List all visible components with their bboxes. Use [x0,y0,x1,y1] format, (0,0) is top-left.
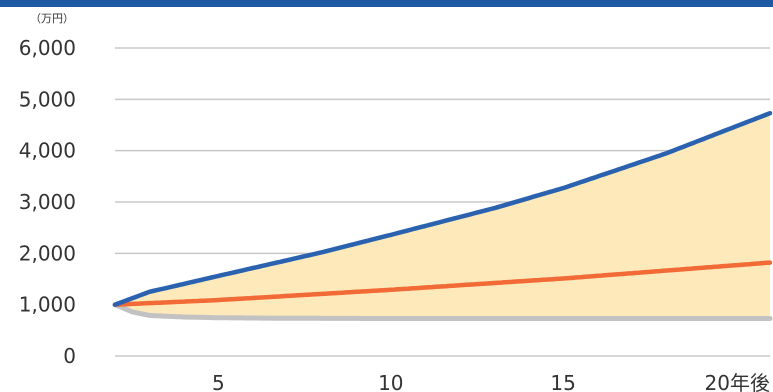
y-tick-label: 1,000 [19,293,76,317]
series-line-upper [112,110,773,307]
y-tick-label: 6,000 [19,36,76,60]
y-tick-label: 3,000 [19,190,76,214]
y-tick-label: 0 [63,344,76,368]
range-band-area [115,113,770,319]
x-tick-label: 5 [212,371,225,392]
header-bar [0,0,773,7]
series-line-middle [112,260,773,307]
y-tick-label: 2,000 [19,241,76,265]
series-line-lower [112,302,773,321]
y-tick-label: 4,000 [19,139,76,163]
x-tick-label: 20年後 [705,371,770,392]
x-tick-label: 15 [550,371,575,392]
y-tick-label: 5,000 [19,87,76,111]
x-tick-label: 10 [378,371,403,392]
y-unit-label: （万円） [30,12,74,25]
